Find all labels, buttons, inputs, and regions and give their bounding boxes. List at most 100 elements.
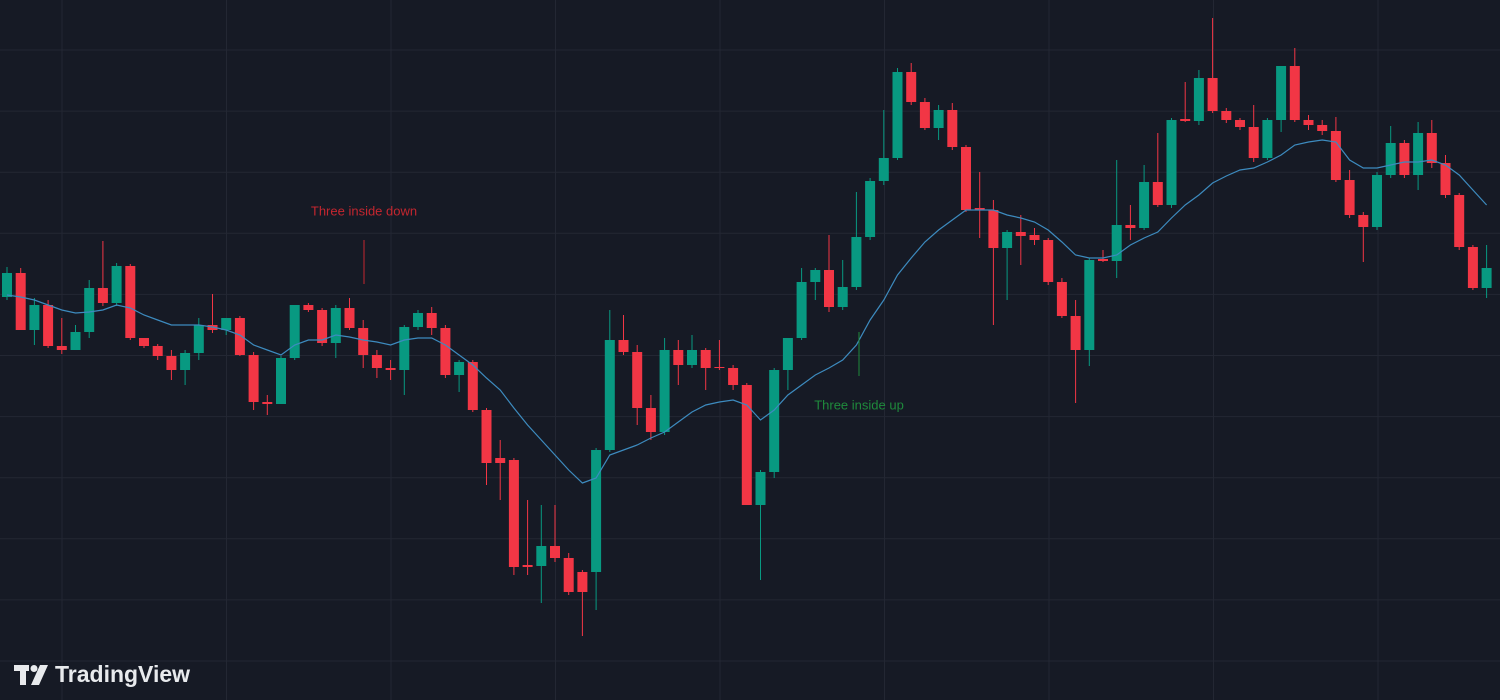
- logo-part: [30, 665, 38, 672]
- candle-body: [1111, 225, 1122, 261]
- candle-body: [563, 558, 574, 592]
- candle-body: [974, 208, 985, 210]
- candle-body: [1235, 120, 1245, 127]
- candle-body: [371, 355, 382, 368]
- candle-body: [1015, 232, 1026, 236]
- candle-body: [15, 273, 26, 330]
- candles: [2, 18, 1492, 636]
- candle-body: [1330, 131, 1341, 180]
- candle-body: [166, 356, 177, 370]
- candle-body: [1029, 235, 1040, 240]
- candle-body: [440, 328, 451, 375]
- candle-body: [508, 460, 519, 567]
- candle-body: [193, 325, 204, 353]
- candle-body: [1372, 175, 1382, 227]
- annotations: Three inside down Three inside up: [311, 203, 904, 412]
- logo-icon: [14, 665, 48, 685]
- candle-body: [111, 266, 122, 303]
- candle-body: [152, 346, 163, 356]
- candle-body: [714, 367, 725, 368]
- candle-body: [892, 72, 903, 158]
- candle-body: [1221, 111, 1232, 120]
- logo-part: [31, 665, 48, 685]
- annotation: Three inside up: [814, 397, 904, 412]
- candle-body: [1454, 195, 1465, 247]
- candle-body: [933, 110, 944, 128]
- candle-body: [139, 338, 149, 346]
- candle-body: [221, 318, 232, 330]
- candle-body: [1152, 182, 1163, 205]
- candle-body: [1385, 143, 1396, 175]
- candle-body: [522, 565, 533, 567]
- candle-body: [851, 237, 862, 287]
- candle-body: [56, 346, 67, 350]
- candle-body: [481, 410, 492, 463]
- candle-body: [1358, 215, 1369, 227]
- candle-body: [837, 287, 848, 307]
- candle-body: [673, 350, 684, 365]
- candle-body: [550, 546, 560, 558]
- candle-body: [1481, 268, 1492, 288]
- candle-body: [317, 310, 328, 343]
- candle-body: [700, 350, 711, 368]
- candle-body: [1180, 119, 1191, 121]
- logo-part: [20, 665, 26, 685]
- candle-body: [385, 368, 396, 370]
- annotation: Three inside down: [311, 203, 417, 218]
- candle-body: [1166, 120, 1177, 205]
- candle-body: [1399, 143, 1410, 175]
- candle-body: [1139, 182, 1150, 228]
- candle-body: [810, 270, 821, 282]
- candle-body: [796, 282, 807, 338]
- candle-body: [645, 408, 656, 432]
- candle-body: [604, 340, 615, 450]
- candle-body: [358, 328, 369, 355]
- candle-body: [988, 210, 999, 248]
- candle-body: [180, 353, 191, 370]
- candle-body: [1303, 120, 1314, 125]
- candle-body: [84, 288, 95, 332]
- candle-body: [399, 327, 410, 370]
- candle-body: [577, 572, 588, 592]
- candle-body: [70, 332, 81, 350]
- candle-body: [344, 308, 355, 328]
- candle-body: [303, 305, 314, 310]
- candle-body: [1276, 66, 1287, 120]
- candle-body: [536, 546, 547, 566]
- candle-body: [1262, 120, 1273, 158]
- candle-body: [1193, 78, 1204, 121]
- candle-body: [1426, 133, 1437, 163]
- candle-body: [1344, 180, 1355, 215]
- candle-body: [919, 102, 930, 128]
- candle-body: [1440, 163, 1451, 195]
- candle-body: [426, 313, 437, 328]
- moving-average: [6, 139, 1488, 484]
- candle-body: [782, 338, 793, 370]
- candle-body: [1413, 133, 1424, 175]
- candle-body: [961, 147, 971, 210]
- candle-body: [947, 110, 958, 147]
- candle-body: [289, 305, 300, 358]
- candle-body: [1002, 232, 1013, 248]
- candle-body: [769, 370, 780, 472]
- candle-body: [906, 72, 917, 102]
- candle-body: [276, 358, 286, 404]
- candle-body: [29, 305, 40, 330]
- candle-body: [495, 458, 506, 463]
- candle-body: [1207, 78, 1218, 111]
- candle-body: [1056, 282, 1067, 316]
- candle-body: [467, 362, 478, 410]
- logo: TradingView: [14, 661, 190, 687]
- candle-body: [878, 158, 889, 181]
- candle-body: [1125, 225, 1136, 228]
- candle-body: [413, 313, 423, 327]
- candle-body: [618, 340, 629, 352]
- candle-body: [2, 273, 12, 297]
- candle-body: [97, 288, 108, 303]
- candle-body: [741, 385, 752, 505]
- candle-body: [728, 368, 739, 385]
- candle-body: [125, 266, 136, 338]
